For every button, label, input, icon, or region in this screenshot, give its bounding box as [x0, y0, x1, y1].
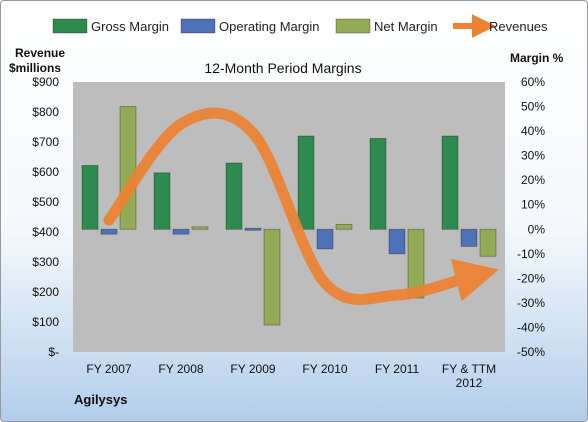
chart-title: 12-Month Period Margins — [204, 60, 361, 76]
gross-margin-bar — [297, 135, 315, 230]
left-tick-label: $900 — [32, 75, 59, 89]
legend-swatch-operating_margin — [180, 18, 216, 34]
net-margin-bar — [479, 228, 497, 257]
right-tick-label: -40% — [517, 320, 545, 334]
operating-margin-bar — [172, 228, 190, 235]
net-margin-bar — [191, 226, 209, 230]
left-axis-title-line2: $millions — [9, 61, 61, 75]
left-axis-title-line1: Revenue — [15, 46, 65, 60]
right-tick-label: -30% — [517, 296, 545, 310]
left-tick-label: $700 — [32, 135, 59, 149]
right-tick-label: 40% — [521, 124, 545, 138]
operating-margin-bar — [388, 228, 406, 255]
left-tick-label: $600 — [32, 165, 59, 179]
operating-margin-bar — [100, 228, 118, 235]
operating-margin-bar — [316, 228, 334, 250]
net-margin-bar — [119, 106, 137, 230]
gross-margin-bar — [225, 162, 243, 230]
legend-label-revenues: Revenues — [489, 19, 548, 34]
left-tick-label: $500 — [32, 195, 59, 209]
legend-swatch-gross_margin — [52, 18, 88, 34]
gross-margin-bar — [441, 135, 459, 230]
category-label: 2012 — [456, 376, 483, 390]
operating-margin-bar — [460, 228, 478, 247]
left-tick-label: $800 — [32, 105, 59, 119]
gross-margin-bar — [81, 165, 99, 230]
right-tick-label: -20% — [517, 271, 545, 285]
category-label: FY 2011 — [375, 362, 420, 376]
right-axis-title: Margin % — [510, 51, 564, 65]
right-tick-label: 0% — [528, 222, 546, 236]
left-tick-label: $100 — [32, 315, 59, 329]
category-label: FY & TTM — [442, 362, 496, 376]
company-name: Agilysys — [74, 392, 127, 407]
left-tick-label: $200 — [32, 285, 59, 299]
gross-margin-bar — [153, 172, 171, 230]
category-label: FY 2010 — [302, 362, 347, 376]
operating-margin-bar — [244, 227, 262, 231]
right-tick-label: 30% — [521, 149, 545, 163]
gross-margin-bar — [369, 138, 387, 230]
right-tick-label: 60% — [521, 75, 545, 89]
net-margin-bar — [407, 228, 425, 299]
left-tick-label: $300 — [32, 255, 59, 269]
left-tick-label: $400 — [32, 225, 59, 239]
legend-label-operating_margin: Operating Margin — [219, 19, 319, 34]
legend-swatch-net_margin — [335, 18, 371, 34]
right-tick-label: -10% — [517, 247, 545, 261]
left-tick-label: $- — [48, 345, 59, 359]
legend-label-gross_margin: Gross Margin — [91, 19, 169, 34]
category-label: FY 2008 — [158, 362, 203, 376]
category-label: FY 2009 — [230, 362, 275, 376]
right-tick-label: -50% — [517, 345, 545, 359]
legend-label-net_margin: Net Margin — [374, 19, 438, 34]
net-margin-bar — [263, 228, 281, 326]
right-tick-label: 10% — [521, 198, 545, 212]
revenues-line — [103, 107, 499, 305]
right-tick-label: 50% — [521, 100, 545, 114]
category-label: FY 2007 — [86, 362, 131, 376]
net-margin-bar — [335, 223, 353, 230]
right-tick-label: 20% — [521, 173, 545, 187]
